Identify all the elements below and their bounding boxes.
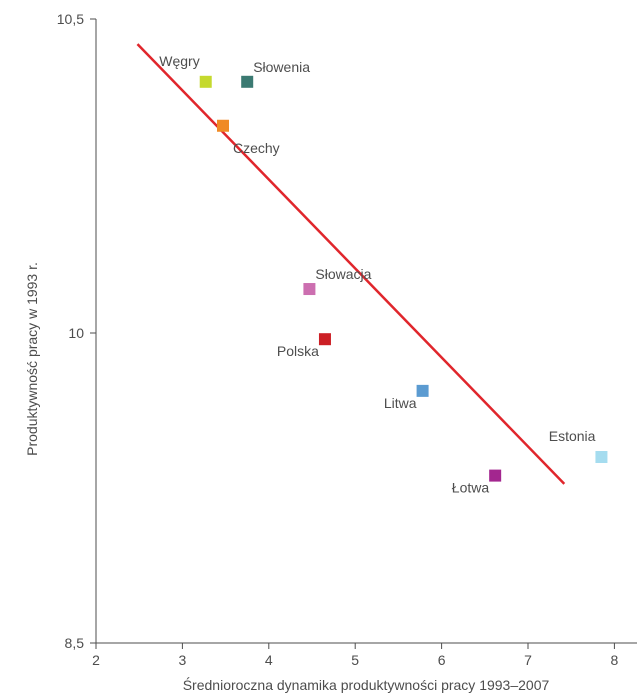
data-point-marker	[241, 76, 253, 88]
data-point-marker	[217, 120, 229, 132]
data-point-label: Węgry	[159, 53, 199, 69]
data-point-label: Łotwa	[452, 480, 490, 496]
x-tick-label: 3	[179, 652, 187, 668]
x-tick-label: 4	[265, 652, 273, 668]
x-tick-label: 8	[611, 652, 619, 668]
data-point-label: Słowacja	[315, 266, 371, 282]
x-axis-title: Średnioroczna dynamika produktywności pr…	[183, 676, 550, 693]
data-point-label: Estonia	[549, 428, 596, 444]
x-tick-label: 7	[524, 652, 532, 668]
y-tick-label: 10,5	[57, 11, 84, 27]
data-point-label: Litwa	[384, 395, 417, 411]
axes: 2 3 4 5 6 7 8 8,5 10 10,5	[57, 11, 637, 668]
x-tick-label: 2	[92, 652, 100, 668]
data-point-marker	[489, 470, 501, 482]
y-tick-label: 10	[68, 325, 84, 341]
data-point-label: Czechy	[233, 140, 280, 156]
data-point-marker	[303, 283, 315, 295]
trend-line-group	[137, 44, 564, 484]
x-tick-label: 5	[351, 652, 359, 668]
data-point-marker	[417, 385, 429, 397]
trend-line	[137, 44, 564, 484]
y-axis-title: Produktywność pracy w 1993 r.	[24, 262, 40, 456]
y-tick-label: 8,5	[65, 635, 85, 651]
data-points: Węgry Słowenia Czechy Słowacja Polska Litwa Es…	[159, 53, 607, 496]
data-point-marker	[595, 451, 607, 463]
data-point-marker	[200, 76, 212, 88]
data-point-label: Polska	[277, 343, 319, 359]
x-tick-label: 6	[438, 652, 446, 668]
data-point-marker	[319, 333, 331, 345]
data-point-label: Słowenia	[253, 59, 310, 75]
